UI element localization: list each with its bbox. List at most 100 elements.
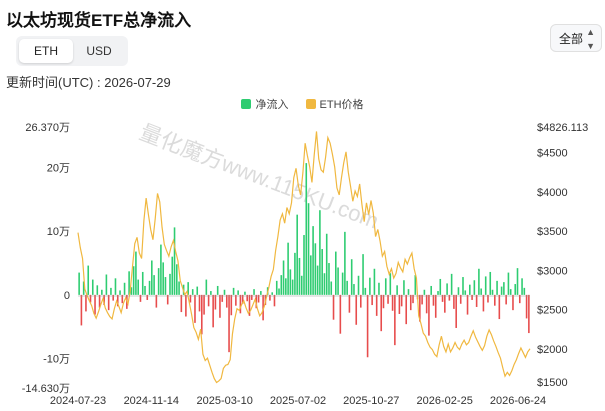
net-inflow-bar bbox=[439, 278, 442, 295]
net-inflow-bar bbox=[521, 278, 523, 295]
net-inflow-bar bbox=[432, 294, 435, 306]
net-inflow-bar bbox=[448, 294, 451, 301]
net-inflow-bar bbox=[316, 265, 319, 295]
legend-item-net-inflow[interactable]: 净流入 bbox=[241, 96, 288, 112]
legend-label-eth-price: ETH价格 bbox=[319, 99, 364, 111]
net-inflow-bar bbox=[344, 231, 346, 295]
eth-toggle-button[interactable]: ETH bbox=[19, 39, 73, 63]
left-axis-tick-label: 26.370万 bbox=[25, 122, 70, 134]
net-inflow-bar bbox=[232, 287, 235, 295]
net-inflow-bar bbox=[400, 294, 403, 307]
net-inflow-bar bbox=[178, 281, 180, 295]
net-inflow-bar bbox=[135, 251, 137, 295]
net-inflow-bar bbox=[369, 277, 371, 295]
net-inflow-bar bbox=[425, 294, 428, 314]
net-inflow-bar bbox=[525, 294, 528, 319]
net-inflow-bar bbox=[355, 294, 358, 325]
net-inflow-bar bbox=[103, 294, 105, 306]
net-inflow-bar bbox=[366, 294, 369, 358]
x-axis-tick-label: 2024-11-14 bbox=[124, 395, 179, 407]
net-inflow-bar bbox=[300, 275, 303, 295]
net-inflow-bar bbox=[421, 294, 423, 305]
x-axis-tick-label: 2026-02-25 bbox=[417, 395, 473, 407]
net-inflow-bar bbox=[487, 294, 489, 303]
x-axis-tick-label: 2025-03-10 bbox=[197, 395, 253, 407]
net-inflow-bar bbox=[194, 294, 196, 323]
net-inflow-bar bbox=[357, 275, 360, 295]
net-inflow-bar bbox=[223, 289, 226, 295]
net-inflow-bar bbox=[375, 294, 378, 316]
net-inflow-bar bbox=[298, 257, 301, 295]
range-select[interactable]: 全部 ▲ ▼ bbox=[550, 24, 602, 52]
net-inflow-bar bbox=[287, 242, 289, 295]
net-inflow-bar bbox=[346, 280, 348, 295]
net-inflow-bar bbox=[407, 289, 410, 295]
net-inflow-bar bbox=[455, 294, 457, 328]
net-inflow-bar bbox=[198, 294, 201, 312]
net-inflow-bar bbox=[312, 226, 314, 295]
net-inflow-bar bbox=[219, 294, 221, 318]
net-inflow-bar bbox=[151, 260, 153, 295]
net-inflow-bar bbox=[110, 287, 112, 295]
net-inflow-bar bbox=[364, 287, 367, 295]
net-inflow-bar bbox=[173, 227, 176, 295]
net-inflow-bar bbox=[362, 254, 364, 295]
net-inflow-bar bbox=[250, 294, 253, 300]
net-inflow-bar bbox=[518, 294, 521, 304]
net-inflow-bar bbox=[373, 268, 376, 295]
net-inflow-bar bbox=[335, 251, 337, 295]
net-inflow-bar bbox=[419, 294, 421, 322]
net-inflow-bar bbox=[303, 235, 305, 295]
net-inflow-bar bbox=[291, 279, 294, 295]
net-inflow-bar bbox=[216, 285, 219, 295]
net-inflow-bar bbox=[494, 294, 496, 306]
right-axis-tick-label: $2500 bbox=[537, 305, 568, 317]
x-axis-tick-label: 2024-07-23 bbox=[50, 395, 106, 407]
net-inflow-bar bbox=[157, 268, 160, 295]
net-inflow-bar bbox=[248, 294, 251, 316]
net-inflow-bar bbox=[207, 294, 210, 307]
net-inflow-bar bbox=[503, 282, 505, 295]
net-inflow-bar bbox=[296, 214, 298, 295]
net-inflow-bar bbox=[462, 277, 464, 295]
net-inflow-bar bbox=[130, 287, 133, 295]
net-inflow-bar bbox=[82, 281, 85, 295]
net-inflow-bar bbox=[391, 294, 394, 311]
net-inflow-bar bbox=[489, 271, 492, 295]
net-inflow-bar bbox=[139, 294, 142, 302]
net-inflow-bar bbox=[516, 268, 519, 295]
net-inflow-bar bbox=[382, 294, 385, 309]
net-inflow-bar bbox=[153, 275, 155, 295]
right-axis-tick-label: $4500 bbox=[537, 148, 568, 160]
net-inflow-bar bbox=[310, 255, 312, 295]
net-inflow-bar bbox=[262, 294, 264, 321]
x-axis-tick-label: 2025-07-02 bbox=[270, 395, 326, 407]
range-select-value: 全部 bbox=[559, 32, 584, 46]
net-inflow-bar bbox=[307, 203, 310, 295]
net-inflow-bar bbox=[116, 294, 119, 307]
net-inflow-bar bbox=[405, 294, 408, 325]
net-inflow-bar bbox=[230, 294, 233, 316]
net-inflow-bar bbox=[94, 294, 96, 315]
usd-toggle-button[interactable]: USD bbox=[86, 44, 112, 58]
net-inflow-bar bbox=[132, 266, 135, 295]
legend-item-eth-price[interactable]: ETH价格 bbox=[305, 96, 364, 112]
net-inflow-bar bbox=[164, 277, 167, 295]
net-inflow-bar bbox=[285, 278, 287, 295]
net-inflow-bar bbox=[332, 294, 335, 320]
net-inflow-bar bbox=[528, 294, 530, 334]
net-inflow-bar bbox=[144, 285, 146, 295]
net-inflow-bar bbox=[444, 294, 446, 313]
net-inflow-bar bbox=[180, 294, 183, 313]
net-inflow-bar bbox=[114, 278, 117, 295]
net-inflow-bar bbox=[119, 290, 121, 295]
net-inflow-bar bbox=[271, 292, 273, 295]
x-axis-tick-label: 2025-10-27 bbox=[343, 395, 399, 407]
chevron-updown-icon: ▲ ▼ bbox=[586, 27, 595, 51]
net-inflow-bar bbox=[162, 262, 164, 295]
net-inflow-bar bbox=[176, 264, 178, 295]
left-axis-tick-label: 20万 bbox=[47, 163, 70, 175]
net-inflow-bar bbox=[89, 294, 92, 303]
net-inflow-bar bbox=[359, 294, 362, 308]
net-inflow-bar bbox=[160, 244, 162, 295]
